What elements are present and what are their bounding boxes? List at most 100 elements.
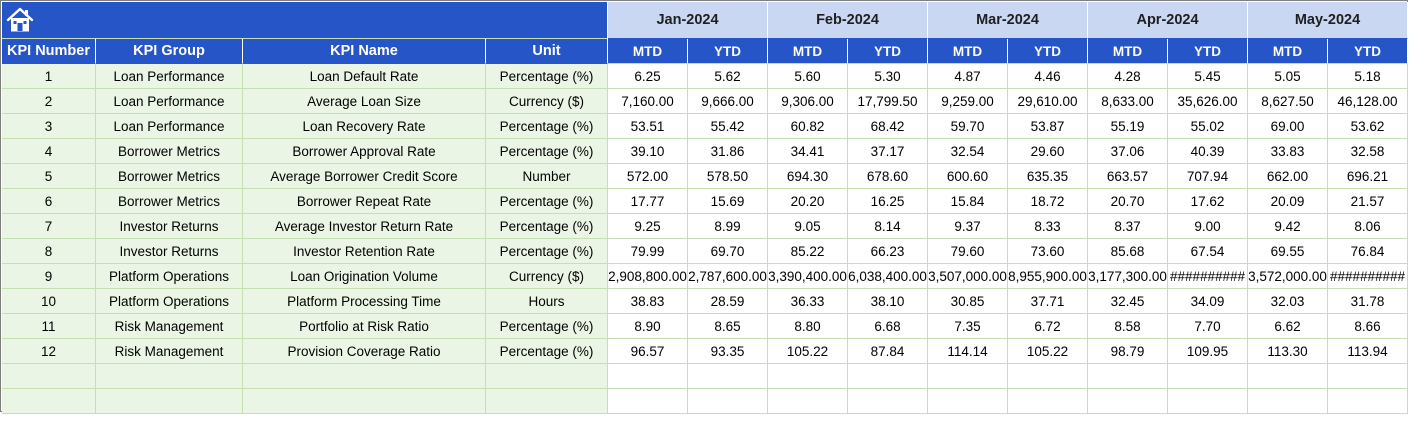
empty-cell[interactable]: [928, 389, 1008, 414]
kpi-group-cell[interactable]: Borrower Metrics: [96, 139, 243, 164]
unit-cell[interactable]: Percentage (%): [486, 339, 608, 364]
value-cell[interactable]: 29.60: [1008, 139, 1088, 164]
kpi-group-cell[interactable]: Borrower Metrics: [96, 189, 243, 214]
value-cell[interactable]: 6,038,400.00: [848, 264, 928, 289]
empty-cell[interactable]: [2, 364, 96, 389]
empty-cell[interactable]: [243, 389, 486, 414]
empty-cell[interactable]: [848, 364, 928, 389]
kpi-number-cell[interactable]: 9: [2, 264, 96, 289]
value-cell[interactable]: 73.60: [1008, 239, 1088, 264]
home-icon[interactable]: [5, 6, 35, 34]
unit-cell[interactable]: Percentage (%): [486, 189, 608, 214]
value-cell[interactable]: 40.39: [1168, 139, 1248, 164]
empty-cell[interactable]: [1248, 364, 1328, 389]
kpi-name-cell[interactable]: Investor Retention Rate: [243, 239, 486, 264]
value-cell[interactable]: 8.58: [1088, 314, 1168, 339]
value-cell[interactable]: 5.18: [1328, 64, 1408, 89]
unit-cell[interactable]: Percentage (%): [486, 64, 608, 89]
unit-cell[interactable]: Percentage (%): [486, 214, 608, 239]
value-cell[interactable]: 105.22: [768, 339, 848, 364]
value-cell[interactable]: 114.14: [928, 339, 1008, 364]
empty-cell[interactable]: [928, 364, 1008, 389]
value-cell[interactable]: 36.33: [768, 289, 848, 314]
value-cell[interactable]: 85.68: [1088, 239, 1168, 264]
value-cell[interactable]: 21.57: [1328, 189, 1408, 214]
value-cell[interactable]: 68.42: [848, 114, 928, 139]
value-cell[interactable]: 37.06: [1088, 139, 1168, 164]
value-cell[interactable]: 578.50: [688, 164, 768, 189]
empty-cell[interactable]: [96, 389, 243, 414]
kpi-number-cell[interactable]: 11: [2, 314, 96, 339]
value-cell[interactable]: 32.45: [1088, 289, 1168, 314]
kpi-number-cell[interactable]: 2: [2, 89, 96, 114]
value-cell[interactable]: 3,177,300.00: [1088, 264, 1168, 289]
value-cell[interactable]: 46,128.00: [1328, 89, 1408, 114]
unit-cell[interactable]: Percentage (%): [486, 314, 608, 339]
value-cell[interactable]: 5.62: [688, 64, 768, 89]
value-cell[interactable]: 7,160.00: [608, 89, 688, 114]
kpi-number-cell[interactable]: 10: [2, 289, 96, 314]
value-cell[interactable]: 98.79: [1088, 339, 1168, 364]
value-cell[interactable]: 30.85: [928, 289, 1008, 314]
unit-cell[interactable]: Percentage (%): [486, 139, 608, 164]
value-cell[interactable]: 9.37: [928, 214, 1008, 239]
empty-cell[interactable]: [688, 389, 768, 414]
value-cell[interactable]: 9.42: [1248, 214, 1328, 239]
kpi-group-cell[interactable]: Platform Operations: [96, 264, 243, 289]
kpi-name-cell[interactable]: Average Loan Size: [243, 89, 486, 114]
empty-cell[interactable]: [768, 364, 848, 389]
value-cell[interactable]: 15.84: [928, 189, 1008, 214]
value-cell[interactable]: 53.62: [1328, 114, 1408, 139]
empty-cell[interactable]: [486, 364, 608, 389]
value-cell[interactable]: 109.95: [1168, 339, 1248, 364]
value-cell[interactable]: 20.09: [1248, 189, 1328, 214]
kpi-name-cell[interactable]: Portfolio at Risk Ratio: [243, 314, 486, 339]
unit-cell[interactable]: Percentage (%): [486, 114, 608, 139]
value-cell[interactable]: 69.00: [1248, 114, 1328, 139]
value-cell[interactable]: 9.25: [608, 214, 688, 239]
value-cell[interactable]: 79.99: [608, 239, 688, 264]
value-cell[interactable]: 3,390,400.00: [768, 264, 848, 289]
value-cell[interactable]: 5.60: [768, 64, 848, 89]
value-cell[interactable]: 105.22: [1008, 339, 1088, 364]
value-cell[interactable]: 9.00: [1168, 214, 1248, 239]
empty-cell[interactable]: [1008, 389, 1088, 414]
value-cell[interactable]: 17.77: [608, 189, 688, 214]
value-cell[interactable]: 6.72: [1008, 314, 1088, 339]
kpi-group-cell[interactable]: Risk Management: [96, 339, 243, 364]
value-cell[interactable]: 9,666.00: [688, 89, 768, 114]
value-cell[interactable]: 33.83: [1248, 139, 1328, 164]
value-cell[interactable]: 20.70: [1088, 189, 1168, 214]
value-cell[interactable]: 5.45: [1168, 64, 1248, 89]
empty-cell[interactable]: [1008, 364, 1088, 389]
value-cell[interactable]: 3,507,000.00: [928, 264, 1008, 289]
value-cell[interactable]: ##########: [1328, 264, 1408, 289]
value-cell[interactable]: 34.41: [768, 139, 848, 164]
empty-cell[interactable]: [768, 389, 848, 414]
value-cell[interactable]: 15.69: [688, 189, 768, 214]
value-cell[interactable]: 39.10: [608, 139, 688, 164]
value-cell[interactable]: 93.35: [688, 339, 768, 364]
value-cell[interactable]: 34.09: [1168, 289, 1248, 314]
kpi-number-cell[interactable]: 6: [2, 189, 96, 214]
value-cell[interactable]: 53.87: [1008, 114, 1088, 139]
kpi-number-cell[interactable]: 8: [2, 239, 96, 264]
value-cell[interactable]: 662.00: [1248, 164, 1328, 189]
value-cell[interactable]: 696.21: [1328, 164, 1408, 189]
empty-cell[interactable]: [608, 389, 688, 414]
kpi-group-cell[interactable]: Platform Operations: [96, 289, 243, 314]
value-cell[interactable]: 6.25: [608, 64, 688, 89]
value-cell[interactable]: 4.46: [1008, 64, 1088, 89]
value-cell[interactable]: 67.54: [1168, 239, 1248, 264]
value-cell[interactable]: 37.71: [1008, 289, 1088, 314]
value-cell[interactable]: 3,572,000.00: [1248, 264, 1328, 289]
kpi-name-cell[interactable]: Loan Default Rate: [243, 64, 486, 89]
value-cell[interactable]: ##########: [1168, 264, 1248, 289]
kpi-number-cell[interactable]: 3: [2, 114, 96, 139]
empty-cell[interactable]: [2, 389, 96, 414]
kpi-number-cell[interactable]: 12: [2, 339, 96, 364]
value-cell[interactable]: 32.58: [1328, 139, 1408, 164]
value-cell[interactable]: 96.57: [608, 339, 688, 364]
value-cell[interactable]: 8.37: [1088, 214, 1168, 239]
value-cell[interactable]: 8.33: [1008, 214, 1088, 239]
